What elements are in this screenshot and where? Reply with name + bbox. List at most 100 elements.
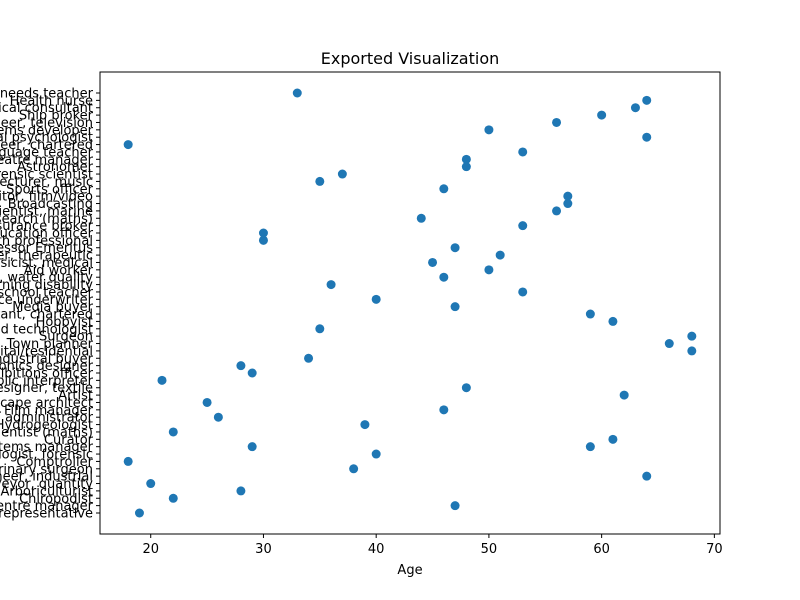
data-point	[642, 132, 652, 142]
y-tick-label: Ship broker	[19, 109, 94, 124]
data-point	[213, 412, 223, 422]
data-point	[585, 309, 595, 319]
y-tick-label: Special school teacher	[0, 285, 94, 300]
y-tick-label: IT administrator	[0, 411, 94, 426]
data-point	[687, 346, 697, 356]
y-tick-label: Astronomer	[17, 160, 94, 175]
data-point	[134, 508, 144, 518]
data-point	[236, 486, 246, 496]
y-tick-label: Systems developer	[0, 123, 94, 138]
y-tick-label: Insurance underwriter	[0, 293, 94, 308]
y-tick-label: Aid worker	[24, 263, 94, 278]
data-point	[439, 184, 449, 194]
data-point	[168, 427, 178, 437]
y-tick-label: Broadcasting	[8, 197, 93, 212]
data-point	[585, 442, 595, 452]
y-tick-label: Health professional	[0, 234, 93, 249]
data-point	[518, 221, 528, 231]
y-tick-label: Lecturer, music	[0, 175, 93, 190]
y-tick-label: Sports officer	[6, 182, 93, 197]
y-axis-ticks: Sales representativeRetail centre manage…	[0, 87, 100, 522]
data-point	[450, 302, 460, 312]
y-tick-label: Special needs teacher	[0, 87, 94, 102]
y-tick-label: Systems manager	[0, 440, 94, 455]
data-point	[642, 471, 652, 481]
data-point	[563, 191, 573, 201]
y-tick-label: Teacher, language teacher	[0, 145, 94, 160]
data-point	[461, 162, 471, 172]
y-tick-label: Professor Emeritus	[0, 241, 93, 256]
data-point	[630, 103, 640, 113]
y-tick-label: Physicist, medical	[0, 256, 93, 271]
data-point	[371, 294, 381, 304]
data-point	[315, 324, 325, 334]
y-tick-label: Learning disability	[0, 278, 93, 293]
y-tick-label: Scientist, marine	[0, 204, 93, 219]
data-point	[236, 361, 246, 371]
plot-frame	[99, 71, 721, 535]
data-point	[416, 213, 426, 223]
data-point	[428, 257, 438, 267]
data-point	[439, 272, 449, 282]
x-tick-label: 50	[481, 542, 498, 557]
y-tick-label: Engineer, industrial	[0, 470, 93, 485]
y-tick-label: Hospital/residential	[0, 344, 93, 359]
data-point	[552, 206, 562, 216]
y-tick-label: Landscape architect	[0, 396, 93, 411]
data-point	[461, 383, 471, 393]
data-point	[123, 140, 133, 150]
data-point	[563, 199, 573, 209]
data-point	[371, 449, 381, 459]
data-point	[157, 375, 167, 385]
data-point	[619, 390, 629, 400]
y-tick-label: Scientist, water quality	[0, 271, 93, 286]
data-point	[360, 420, 370, 430]
data-point	[461, 154, 471, 164]
data-point	[552, 117, 562, 127]
data-point	[518, 147, 528, 157]
data-point	[687, 331, 697, 341]
data-point	[304, 353, 314, 363]
y-tick-label: Industrial buyer	[0, 352, 94, 367]
y-tick-label: Theatre manager	[0, 153, 94, 168]
y-tick-label: Veterinary surgeon	[0, 462, 93, 477]
y-tick-label: Psychologist, forensic	[0, 448, 93, 463]
data-point	[664, 339, 674, 349]
x-tick-label: 30	[255, 542, 272, 557]
y-tick-label: Food technologist	[0, 322, 93, 337]
y-tick-label: Education officer	[0, 227, 94, 242]
data-point	[258, 228, 268, 238]
y-tick-label: Clinical consultant	[0, 101, 93, 116]
x-tick-label: 40	[368, 542, 385, 557]
data-point	[247, 442, 257, 452]
data-point	[597, 110, 607, 120]
data-point	[292, 88, 302, 98]
y-tick-label: Research (maths)	[0, 212, 93, 227]
y-tick-label: Engineer, chartered	[0, 138, 93, 153]
y-tick-label: Electronics designer	[0, 359, 94, 374]
y-tick-label: Insurance broker	[0, 219, 94, 234]
data-point	[495, 250, 505, 260]
data-point	[484, 265, 494, 275]
y-tick-label: Arboriculturist	[0, 484, 93, 499]
chart-title: Exported Visualization	[321, 49, 500, 68]
y-tick-label: Forensic scientist	[0, 168, 93, 183]
x-axis-label: Age	[397, 563, 422, 578]
x-tick-label: 20	[142, 542, 159, 557]
y-tick-label: Film manager	[4, 403, 94, 418]
x-tick-label: 60	[593, 542, 610, 557]
y-tick-label: Surveyor, quantity	[0, 477, 93, 492]
data-point	[349, 464, 359, 474]
y-tick-label: Editor, film/video	[0, 190, 93, 205]
data-points	[123, 88, 697, 518]
y-tick-label: Accountant, chartered	[0, 308, 93, 323]
y-tick-label: Media buyer	[12, 300, 93, 315]
data-point	[315, 176, 325, 186]
x-tick-label: 70	[706, 542, 723, 557]
y-tick-label: Scientist (maths)	[0, 425, 93, 440]
data-point	[642, 95, 652, 105]
data-point	[484, 125, 494, 135]
y-tick-label: Sales representative	[0, 507, 93, 522]
data-point	[518, 287, 528, 297]
